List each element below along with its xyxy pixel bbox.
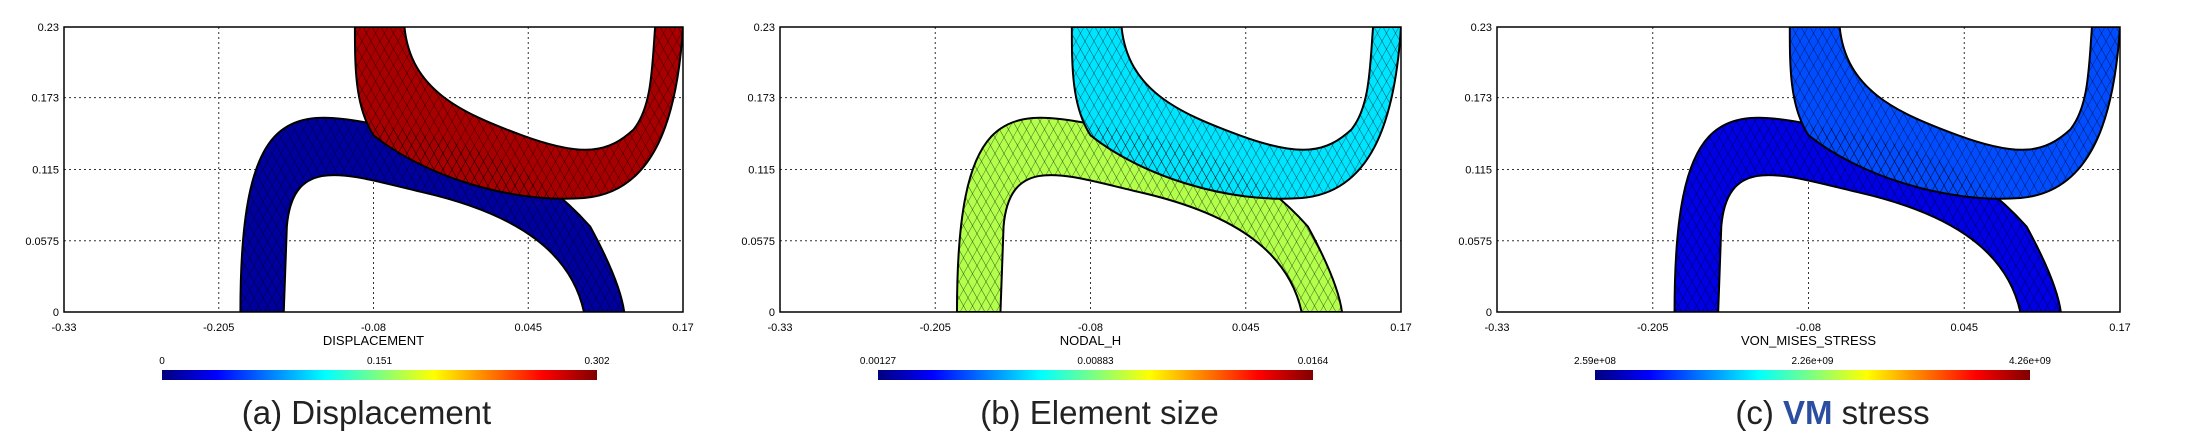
- colorbar: [1595, 370, 2030, 380]
- y-tick-label: 0.115: [748, 165, 775, 177]
- lower-arch-mesh: [955, 116, 1344, 312]
- x-tick-label: -0.33: [767, 322, 792, 334]
- colorbar-tick-label: 0.00883: [1077, 356, 1114, 367]
- upper-arch-mesh: [1070, 27, 1401, 200]
- x-tick-label: -0.08: [1078, 322, 1103, 334]
- colorbar-tick-label: 0.302: [584, 356, 609, 367]
- x-tick-label: 0.045: [1232, 322, 1260, 334]
- y-tick-label: 0.115: [1465, 165, 1492, 177]
- x-tick-label: 0.17: [672, 322, 693, 334]
- caption-c-highlight: VM: [1782, 394, 1833, 431]
- upper-arch-mesh: [1788, 27, 2120, 200]
- caption-a: (a) Displacement: [0, 394, 733, 432]
- caption-b-text: (b) Element size: [980, 394, 1219, 431]
- y-tick-label: 0.173: [747, 93, 775, 105]
- x-tick-label: 0.045: [514, 322, 542, 334]
- colorbar-tick-label: 0.00127: [860, 356, 897, 367]
- plot-frame: [779, 26, 1402, 313]
- x-tick-label: 0.045: [1950, 322, 1978, 334]
- y-tick-label: 0: [1486, 307, 1492, 319]
- x-tick-label: 0.17: [2109, 322, 2130, 334]
- plot-frame: [63, 26, 684, 313]
- y-tick-label: 0.173: [31, 93, 59, 105]
- colorbar-tick-label: 4.26e+09: [2009, 356, 2051, 367]
- caption-c-prefix: (c): [1735, 394, 1783, 431]
- caption-a-text: (a) Displacement: [241, 394, 492, 431]
- x-tick-label: -0.205: [203, 322, 234, 334]
- y-tick-label: 0.173: [1464, 93, 1492, 105]
- field-label: NODAL_H: [1060, 333, 1121, 348]
- x-tick-label: -0.205: [1637, 322, 1668, 334]
- colorbar-tick-label: 2.26e+09: [1792, 356, 1834, 367]
- x-tick-label: 0.17: [1390, 322, 1411, 334]
- colorbar-tick-label: 0.151: [367, 356, 392, 367]
- figure-svg: -0.33 -0.205 -0.08 0.045 0.17 0 0.0575 0.115 0.1…: [25, 22, 2131, 380]
- y-tick-label: 0.23: [1471, 22, 1492, 34]
- y-tick-label: 0.0575: [741, 236, 775, 248]
- y-tick-label: 0.23: [754, 22, 775, 34]
- x-tick-label: -0.08: [1796, 322, 1821, 334]
- caption-b: (b) Element size: [733, 394, 1466, 432]
- y-tick-label: 0.0575: [25, 236, 59, 248]
- caption-c: (c) VM stress: [1466, 394, 2199, 432]
- plot-frame: [1496, 26, 2121, 313]
- caption-c-suffix: stress: [1832, 394, 1930, 431]
- colorbar-tick-label: 0.0164: [1298, 356, 1329, 367]
- y-tick-label: 0.0575: [1458, 236, 1492, 248]
- y-tick-label: 0.23: [38, 22, 59, 34]
- field-label: VON_MISES_STRESS: [1741, 333, 1876, 348]
- x-tick-label: -0.205: [920, 322, 951, 334]
- colorbar: [162, 370, 597, 380]
- lower-arch-mesh: [239, 116, 626, 312]
- colorbar-tick-label: 0: [159, 356, 165, 367]
- x-tick-label: -0.08: [361, 322, 386, 334]
- colorbar-tick-label: 2.59e+08: [1574, 356, 1616, 367]
- x-tick-label: -0.33: [1484, 322, 1509, 334]
- x-tick-label: -0.33: [51, 322, 76, 334]
- y-tick-label: 0.115: [32, 165, 59, 177]
- field-label: DISPLACEMENT: [323, 333, 424, 348]
- colorbar: [878, 370, 1313, 380]
- y-tick-label: 0: [53, 307, 59, 319]
- y-tick-label: 0: [769, 307, 775, 319]
